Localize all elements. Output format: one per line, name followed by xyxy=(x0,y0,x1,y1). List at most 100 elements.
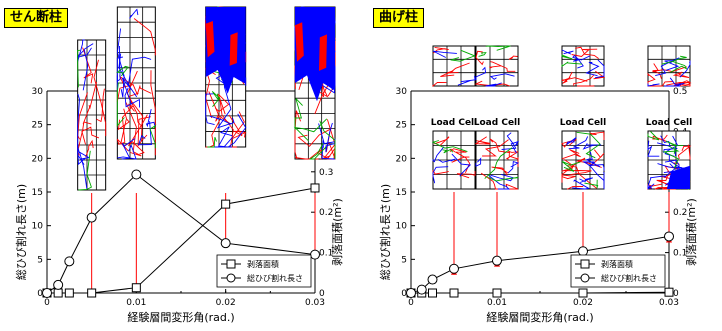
specimen-bending-top-3-crack-blue xyxy=(561,49,574,55)
chart1-ytick-right-label: 0.5 xyxy=(673,87,687,97)
specimen-bending-top-1-crack-green xyxy=(450,49,476,62)
specimen-shear-2-crack-red xyxy=(137,116,151,148)
specimen-bending-bottom-3-crack-green xyxy=(584,179,599,189)
specimen-bending-bottom-4-crack-blue xyxy=(656,135,671,148)
specimen-bending-bottom-1-crack-red xyxy=(434,136,450,147)
specimen-bending-top-1-crack-blue xyxy=(432,50,457,58)
specimen-bending-top-3-crack-red xyxy=(571,48,598,57)
chart0-point-crack xyxy=(310,249,320,260)
chart1-legend-label-1: 剥落面積 xyxy=(601,259,633,269)
specimen-shear-3-crack-red xyxy=(214,93,230,115)
specimen-bending-bottom-1-crack-blue xyxy=(432,166,449,184)
specimen-bending-bottom-3-crack-blue xyxy=(585,151,601,168)
chart0-ytick-left-label: 0 xyxy=(37,289,43,299)
chart1-point-crack xyxy=(406,288,416,298)
specimen-shear-3-crack-red xyxy=(208,91,232,125)
specimen-bending-bottom-3 xyxy=(561,130,605,190)
specimen-shear-2-crack-red xyxy=(127,92,142,126)
load-cell-label-1: Load Cell xyxy=(431,118,477,128)
specimen-shear-4-crack-green xyxy=(294,98,303,130)
specimen-bending-top-4-crack-blue xyxy=(679,60,691,78)
specimen-bending-bottom-1-crack-green xyxy=(431,140,468,153)
specimen-shear-2-crack-blue xyxy=(129,8,139,19)
specimen-shear-4-crack-green xyxy=(308,143,327,160)
specimen-shear-2-crack-blue xyxy=(121,138,136,160)
specimen-shear-2-crack-red xyxy=(132,83,152,96)
specimen-bending-bottom-4-crack-red xyxy=(677,145,692,159)
specimen-shear-3-crack-blue xyxy=(217,126,233,148)
specimen-shear-2-crack-red xyxy=(116,75,134,102)
chart0-point-spall xyxy=(131,283,141,293)
specimen-bending-top-1-crack-red xyxy=(440,70,459,77)
chart1-ytick-left-label: 30 xyxy=(396,87,408,97)
specimen-bending-bottom-3-crack-red xyxy=(590,149,605,167)
specimen-shear-3-crack-blue xyxy=(205,93,215,126)
specimen-shear-1-crack-red xyxy=(82,81,97,125)
chart1-point-spall xyxy=(492,288,502,298)
chart0-xtick-label: 0.02 xyxy=(216,298,236,308)
chart0-point-crack xyxy=(220,238,231,249)
specimen-bending-top-3-crack-red xyxy=(577,85,595,87)
specimen-bending-top-3-crack-red xyxy=(561,71,588,82)
specimen-shear-3-crack-blue xyxy=(210,136,234,148)
specimen-shear-3-crack-green xyxy=(207,137,217,148)
specimen-bending-top-2-crack-red xyxy=(508,55,518,60)
chart1-ytick-left-label: 5 xyxy=(401,255,407,265)
chart1-ylabel-right: 剥落面積(m²) xyxy=(684,198,698,266)
specimen-bending-bottom-4-crack-green xyxy=(662,145,680,169)
specimen-shear-2-crack-green xyxy=(149,124,157,149)
chart1-point-spall xyxy=(428,288,437,298)
chart0-xlabel: 経験層間変形角(rad.) xyxy=(127,310,234,324)
specimen-shear-1-crack-blue xyxy=(77,144,86,166)
specimen-bending-top-4-crack-blue xyxy=(655,57,680,77)
chart0-ytick-right-label: 0.3 xyxy=(319,168,333,178)
chart0-point-crack xyxy=(131,169,142,180)
chart1-ytick-left-label: 25 xyxy=(396,121,407,131)
specimen-bending-top-2-crack-blue xyxy=(489,73,515,80)
specimen-bending-top-2-crack-green xyxy=(478,52,487,57)
chart0-ytick-left-label: 10 xyxy=(32,222,44,232)
specimen-shear-1-crack-red xyxy=(96,88,105,123)
specimen-bending-bottom-3-crack-green xyxy=(576,131,601,159)
chart-title-bending: 曲げ柱 xyxy=(373,8,425,28)
specimen-bending-bottom-3-crack-blue xyxy=(568,136,589,150)
specimen-bending-bottom-2-crack-red xyxy=(505,150,519,160)
specimen-bending-bottom-2-crack-red xyxy=(508,151,519,167)
specimen-bending-bottom-3-crack-green xyxy=(561,160,581,172)
specimen-bending-bottom-4-crack-red xyxy=(652,134,668,143)
specimen-shear-1-crack-red xyxy=(93,59,107,137)
chart1-point-crack xyxy=(449,263,459,274)
chart0-xtick-label: 0 xyxy=(44,298,50,308)
specimen-bending-bottom-2-crack-green xyxy=(484,147,513,179)
specimen-bending-bottom-1-crack-blue xyxy=(432,146,445,163)
specimen-shear-1-crack-green xyxy=(78,150,92,191)
specimen-bending-bottom-3-crack-red xyxy=(567,185,584,190)
chart1-point-crack xyxy=(578,246,588,257)
chart0-ytick-left-label: 25 xyxy=(32,121,43,131)
specimen-bending-top-1-crack-blue xyxy=(457,75,476,86)
chart0-point-spall xyxy=(53,288,63,298)
chart0-point-crack xyxy=(42,288,52,298)
load-cell-label-4: Load Cell xyxy=(646,118,692,128)
spalling-shear-4 xyxy=(295,7,335,102)
specimen-shear-2-crack-blue xyxy=(145,109,156,128)
chart1-ytick-right-label: 0.2 xyxy=(673,208,687,218)
specimen-shear-1-crack-green xyxy=(77,49,81,88)
specimen-bending-top-2-crack-red xyxy=(488,65,502,69)
specimen-shear-1 xyxy=(76,39,107,191)
chart0-ytick-left-label: 20 xyxy=(32,154,44,164)
specimen-bending-bottom-3-crack-blue xyxy=(579,177,593,183)
load-cell-label-2: Load Cell xyxy=(474,118,520,128)
chart1-xlabel: 経験層間変形角(rad.) xyxy=(486,310,593,324)
specimen-shear-2-crack-blue xyxy=(117,144,137,160)
specimen-shear-1-crack-red xyxy=(82,47,94,84)
chart0-point-spall xyxy=(221,199,231,209)
spalling-shear-3-blue xyxy=(205,7,246,94)
specimen-shear-1-crack-blue xyxy=(78,151,91,189)
specimen-shear-3-crack-red xyxy=(228,114,246,137)
load-cell-label-3: Load Cell xyxy=(560,118,606,128)
chart0-xtick-label: 0.01 xyxy=(126,298,146,308)
spalling-shear-3 xyxy=(205,7,246,94)
specimen-shear-2-crack-green xyxy=(116,65,129,77)
specimen-bending-bottom-3-crack-red xyxy=(561,159,574,172)
